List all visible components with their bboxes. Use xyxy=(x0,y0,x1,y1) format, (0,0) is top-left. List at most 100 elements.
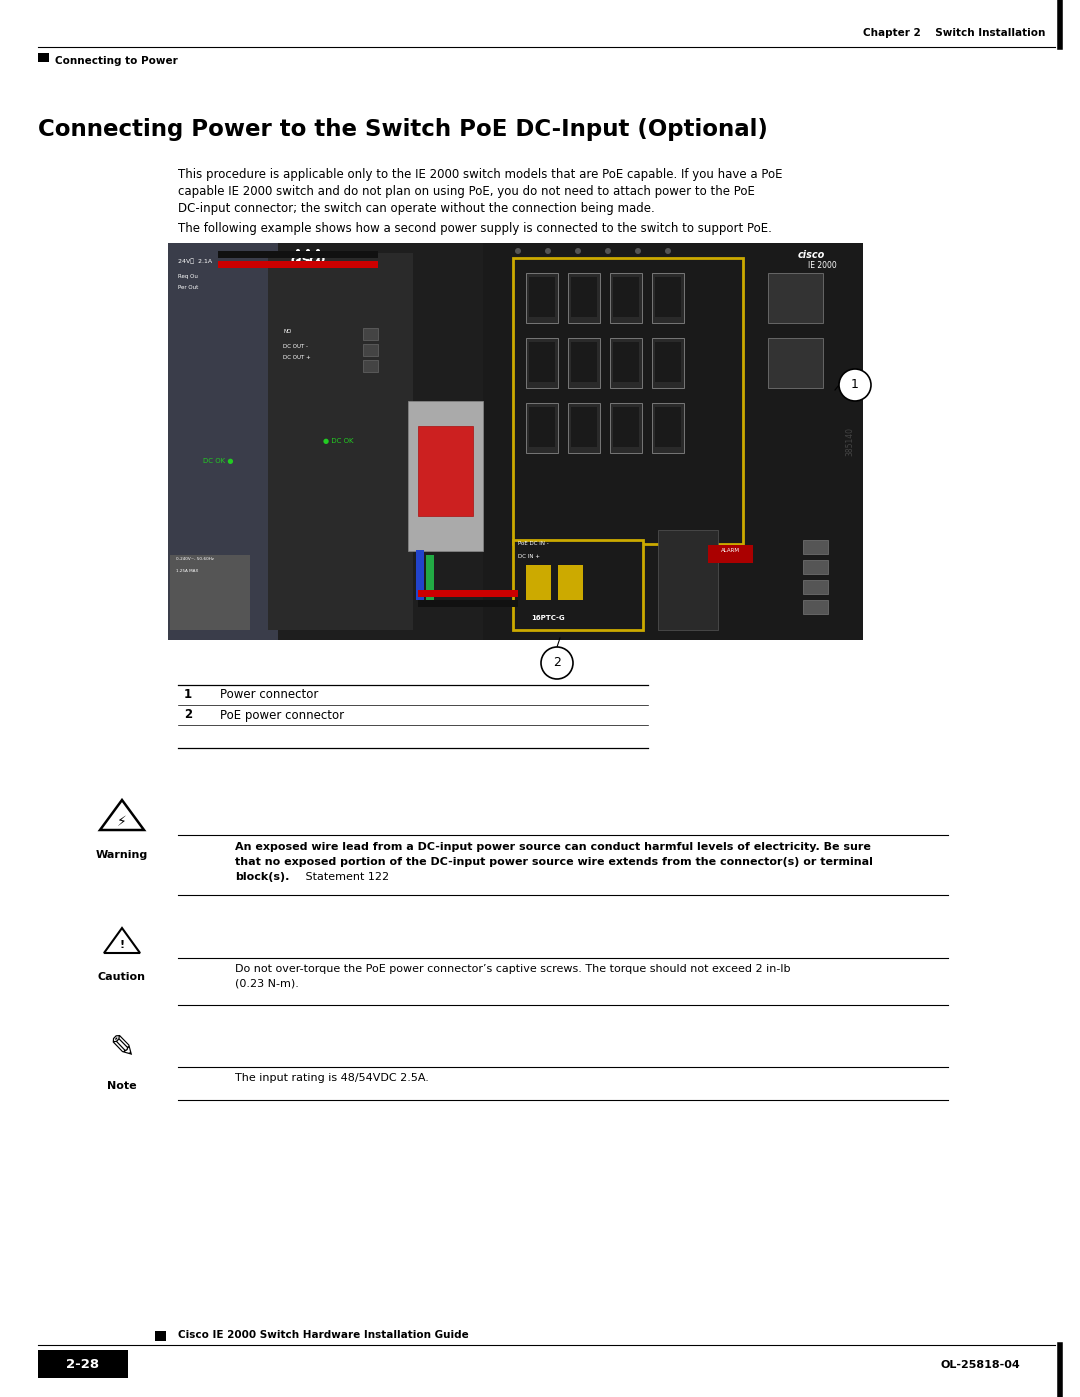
Text: 2-28: 2-28 xyxy=(67,1358,99,1372)
Text: 0-240V~, 50-60Hz: 0-240V~, 50-60Hz xyxy=(176,557,214,562)
Bar xyxy=(38,1350,129,1377)
Bar xyxy=(654,407,681,447)
Text: ALARM: ALARM xyxy=(720,548,740,553)
Circle shape xyxy=(515,249,521,254)
Bar xyxy=(418,590,518,597)
Bar xyxy=(571,407,597,447)
Text: Power connector: Power connector xyxy=(220,689,319,701)
Bar xyxy=(610,338,642,388)
Text: 2: 2 xyxy=(184,708,192,721)
Circle shape xyxy=(296,258,300,263)
Bar xyxy=(610,402,642,453)
Bar xyxy=(218,251,378,258)
Circle shape xyxy=(316,254,320,258)
Bar xyxy=(529,277,555,317)
Text: PoE power connector: PoE power connector xyxy=(220,708,345,721)
Bar xyxy=(571,277,597,317)
Bar xyxy=(526,272,558,323)
Bar xyxy=(768,338,823,388)
Circle shape xyxy=(541,647,573,679)
Polygon shape xyxy=(104,928,140,953)
Text: ✎: ✎ xyxy=(109,1032,135,1062)
Bar xyxy=(483,243,863,640)
Text: capable IE 2000 switch and do not plan on using PoE, you do not need to attach p: capable IE 2000 switch and do not plan o… xyxy=(178,184,755,198)
Text: ● DC OK: ● DC OK xyxy=(323,439,353,444)
Text: 1: 1 xyxy=(184,689,192,701)
Bar xyxy=(804,541,828,555)
Text: block(s).: block(s). xyxy=(235,872,289,882)
Bar xyxy=(708,545,753,563)
Circle shape xyxy=(316,249,320,253)
Text: DC OUT +: DC OUT + xyxy=(283,355,311,360)
Bar xyxy=(218,261,378,268)
Bar xyxy=(418,599,518,608)
Bar xyxy=(529,407,555,447)
Text: 16PTC-G: 16PTC-G xyxy=(531,615,565,622)
Circle shape xyxy=(635,249,642,254)
Circle shape xyxy=(306,249,310,253)
Text: DC OUT -: DC OUT - xyxy=(283,344,308,349)
Circle shape xyxy=(575,249,581,254)
Bar xyxy=(526,564,551,599)
Text: Caution: Caution xyxy=(98,972,146,982)
Text: 1: 1 xyxy=(851,379,859,391)
Text: that no exposed portion of the DC-input power source wire extends from the conne: that no exposed portion of the DC-input … xyxy=(235,856,873,868)
Circle shape xyxy=(316,258,320,263)
Bar xyxy=(613,407,639,447)
Bar xyxy=(654,342,681,381)
Text: Note: Note xyxy=(107,1081,137,1091)
Text: This procedure is applicable only to the IE 2000 switch models that are PoE capa: This procedure is applicable only to the… xyxy=(178,168,783,182)
Text: DC OK ●: DC OK ● xyxy=(203,458,233,464)
Circle shape xyxy=(296,254,300,258)
Bar xyxy=(804,599,828,615)
Bar xyxy=(363,360,378,372)
Text: An exposed wire lead from a DC-input power source can conduct harmful levels of : An exposed wire lead from a DC-input pow… xyxy=(235,842,870,852)
Text: Connecting Power to the Switch PoE DC-Input (Optional): Connecting Power to the Switch PoE DC-In… xyxy=(38,117,768,141)
Text: DC-input connector; the switch can operate without the connection being made.: DC-input connector; the switch can opera… xyxy=(178,203,654,215)
Bar xyxy=(568,338,600,388)
Bar xyxy=(526,338,558,388)
Text: 2: 2 xyxy=(553,657,561,669)
Text: OL-25818-04: OL-25818-04 xyxy=(941,1361,1020,1370)
Text: Req Ou: Req Ou xyxy=(178,274,198,279)
Bar xyxy=(658,529,718,630)
Bar xyxy=(168,243,840,640)
Bar xyxy=(416,550,424,599)
Text: cisco: cisco xyxy=(798,250,825,260)
Bar xyxy=(268,253,413,630)
Circle shape xyxy=(306,258,310,263)
Polygon shape xyxy=(100,800,144,830)
Bar xyxy=(526,402,558,453)
Text: ⚡: ⚡ xyxy=(117,814,126,828)
Circle shape xyxy=(665,249,671,254)
Text: Warning: Warning xyxy=(96,849,148,861)
Bar xyxy=(613,277,639,317)
Circle shape xyxy=(296,249,300,253)
Text: (0.23 N-m).: (0.23 N-m). xyxy=(235,979,299,989)
Bar xyxy=(768,272,823,323)
Bar xyxy=(363,328,378,339)
Bar xyxy=(38,53,49,61)
Bar xyxy=(804,580,828,594)
Bar xyxy=(558,564,583,599)
Text: Connecting to Power: Connecting to Power xyxy=(55,56,178,66)
Text: Chapter 2    Switch Installation: Chapter 2 Switch Installation xyxy=(863,28,1045,38)
Bar xyxy=(652,272,684,323)
Bar xyxy=(170,555,249,630)
Text: The input rating is 48/54VDC 2.5A.: The input rating is 48/54VDC 2.5A. xyxy=(235,1073,429,1083)
Bar xyxy=(529,342,555,381)
Text: NO: NO xyxy=(283,330,292,334)
Bar xyxy=(513,258,743,543)
Bar xyxy=(652,338,684,388)
Text: Cisco IE 2000 Switch Hardware Installation Guide: Cisco IE 2000 Switch Hardware Installati… xyxy=(178,1330,469,1340)
Bar xyxy=(426,555,434,599)
Bar xyxy=(568,272,600,323)
Bar xyxy=(568,402,600,453)
Bar xyxy=(363,344,378,356)
Bar xyxy=(571,342,597,381)
Bar xyxy=(613,342,639,381)
Text: 1.25A MAX: 1.25A MAX xyxy=(176,569,199,573)
Text: !: ! xyxy=(120,940,124,950)
Text: The following example shows how a second power supply is connected to the switch: The following example shows how a second… xyxy=(178,222,772,235)
Circle shape xyxy=(839,369,870,401)
